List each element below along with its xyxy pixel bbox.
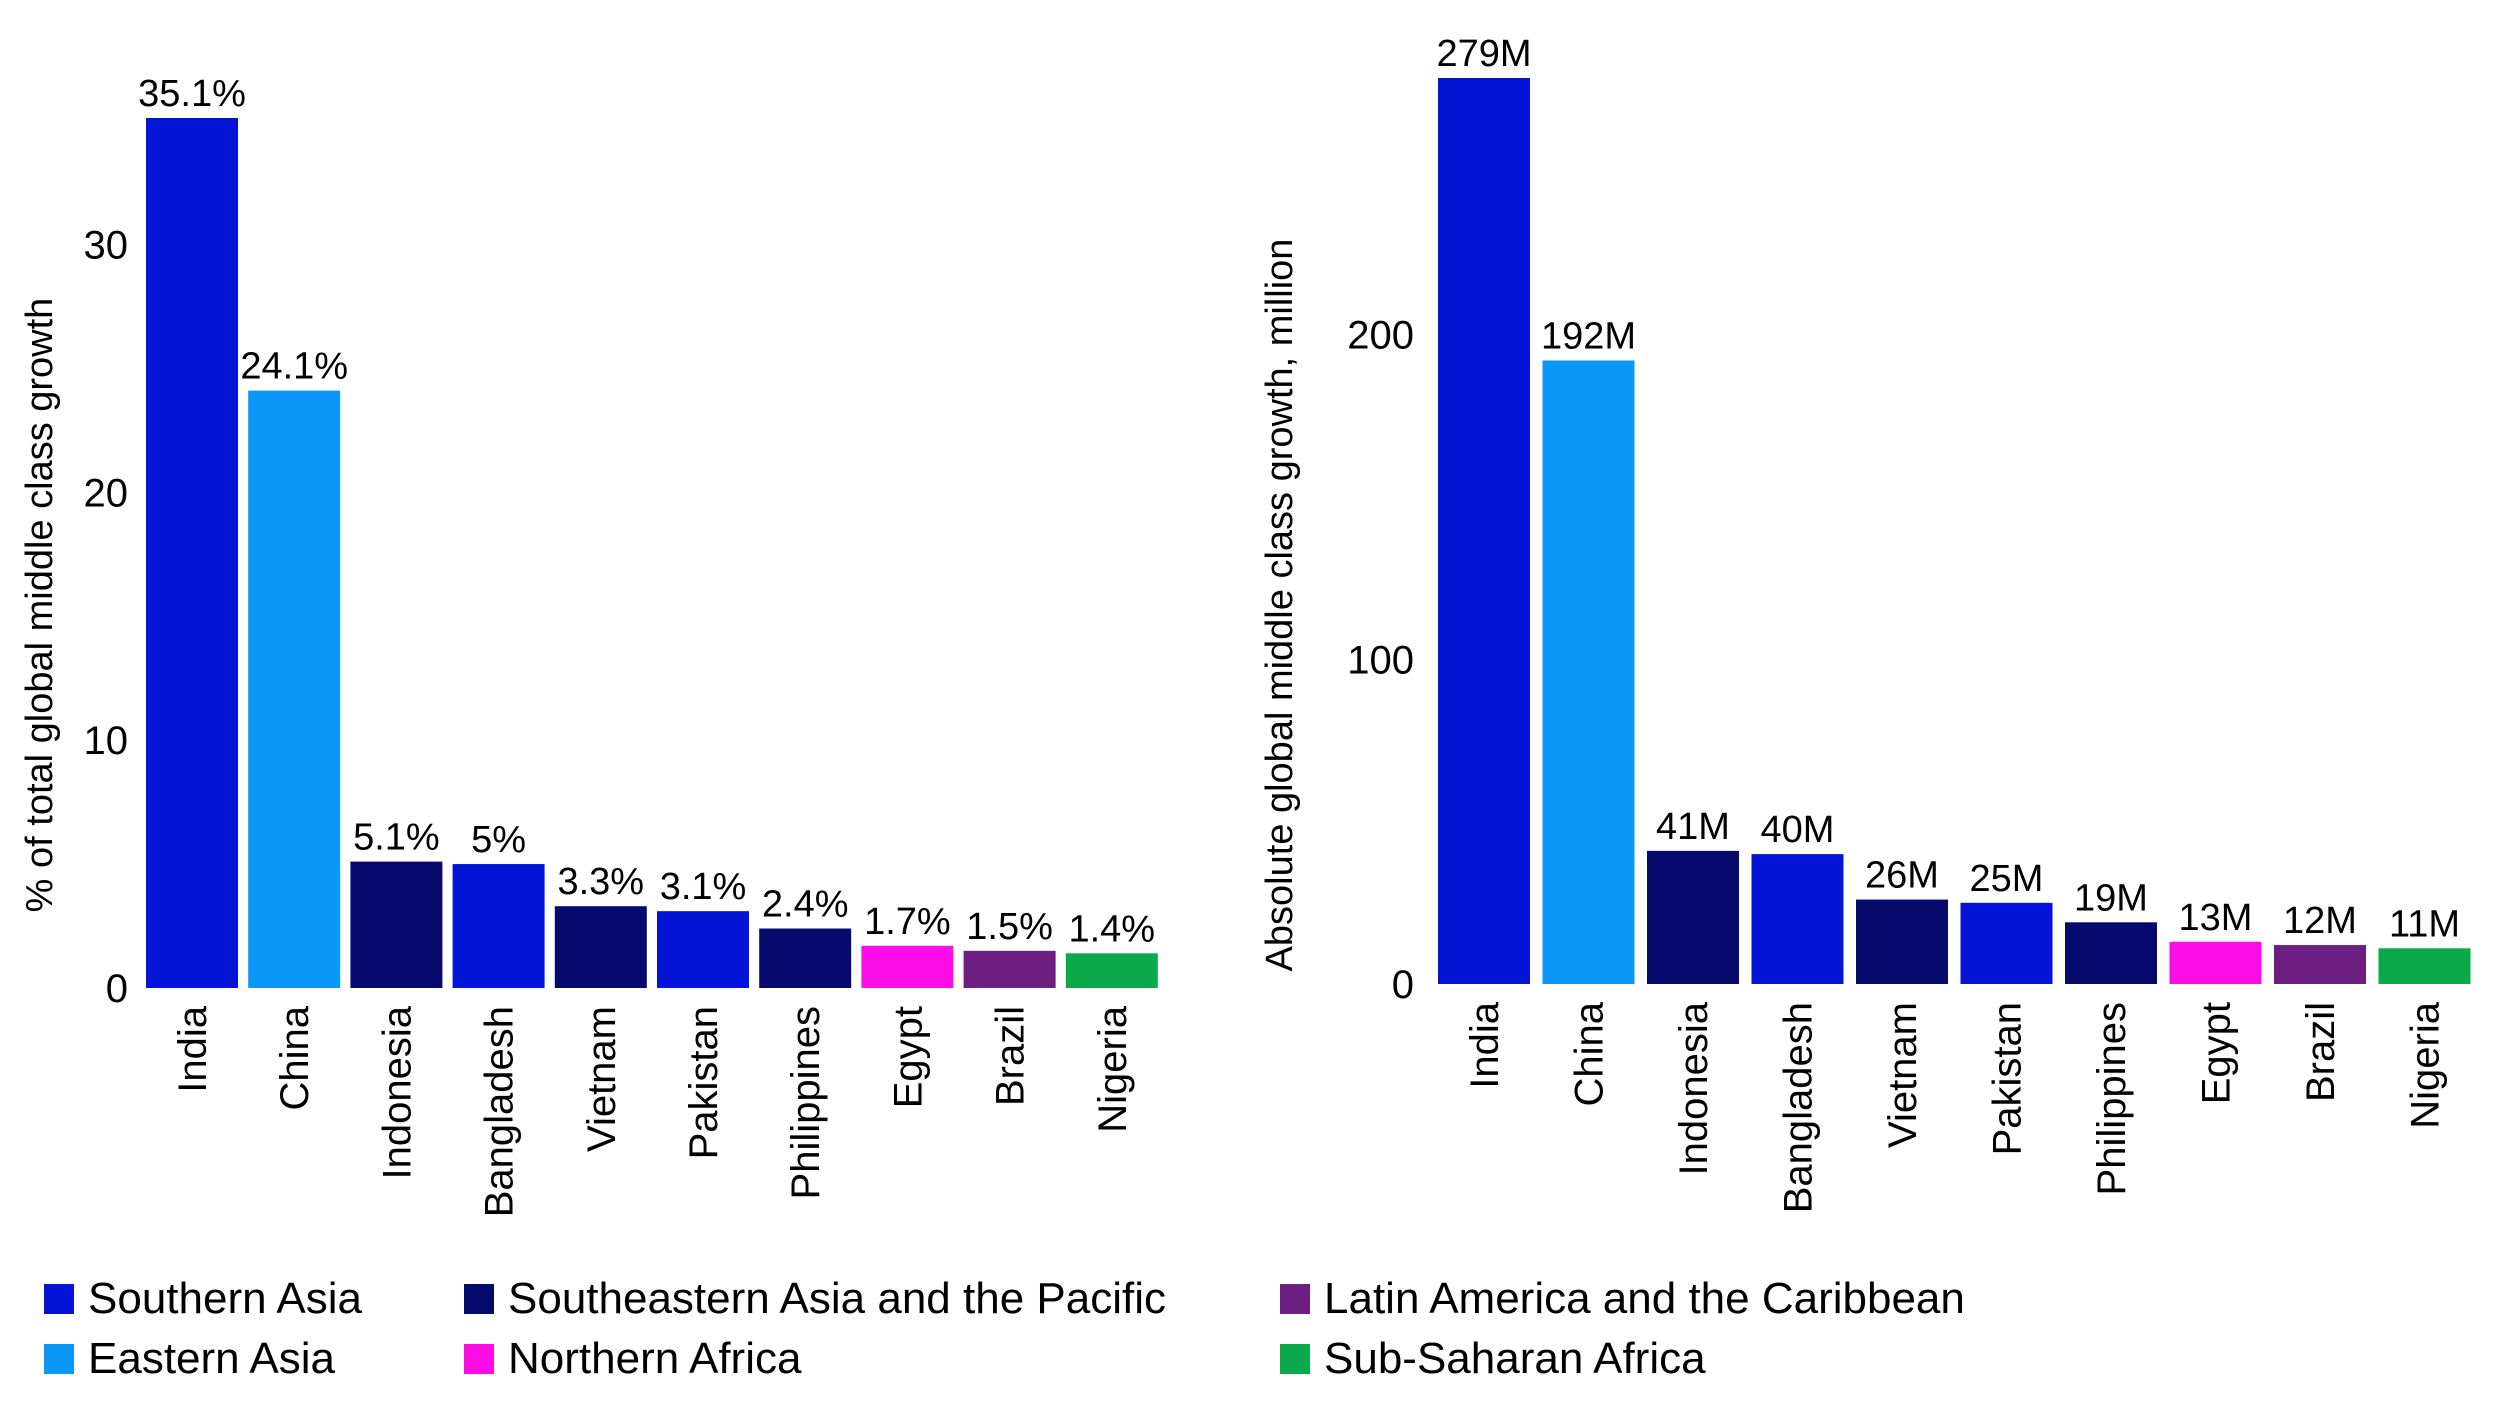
legend-item-northern-africa: Northern Africa (464, 1332, 801, 1386)
legend-item-southern-asia: Southern Asia (44, 1272, 362, 1326)
data-label: 11M (2389, 903, 2460, 945)
legend-label: Southeastern Asia and the Pacific (508, 1274, 1166, 1323)
legend-label: Latin America and the Caribbean (1324, 1274, 1965, 1323)
data-label: 35.1% (138, 73, 246, 115)
x-tick-label: Nigeria (2404, 1001, 2448, 1128)
chart-left-group: % of total global middle class growth 0 10… (19, 73, 1158, 1217)
y-tick-label: 10 (84, 719, 129, 763)
x-tick-label: Bangladesh (478, 1006, 522, 1217)
data-label: 26M (1865, 855, 1939, 897)
bar (2065, 922, 2157, 984)
y-tick-label: 0 (106, 967, 128, 1011)
legend-label: Sub-Saharan Africa (1324, 1334, 1706, 1383)
bar (657, 911, 749, 988)
legend-label: Eastern Asia (88, 1334, 336, 1383)
x-tick-label: Philippines (2090, 1002, 2134, 1195)
bar (146, 118, 238, 988)
x-tick-label: Indonesia (375, 1005, 419, 1179)
bar (2378, 948, 2471, 984)
bar (1856, 899, 1948, 984)
data-label: 19M (2074, 877, 2148, 919)
x-tick-label: Egypt (886, 1006, 930, 1108)
x-tick-label: Vietnam (1881, 1002, 1925, 1148)
y-tick-label: 20 (84, 471, 129, 515)
bar (1960, 902, 2053, 984)
x-tick-label: Indonesia (1672, 1001, 1716, 1175)
data-label: 2.4% (762, 884, 849, 926)
data-label: 279M (1436, 33, 1531, 75)
data-label: 1.5% (966, 906, 1053, 948)
x-tick-label: Nigeria (1091, 1005, 1135, 1132)
bar (963, 950, 1056, 988)
x-tick-label: Vietnam (580, 1006, 624, 1152)
legend-swatch-sub-saharan-africa (1280, 1344, 1310, 1374)
x-tick-label: Egypt (2195, 1002, 2239, 1104)
x-tick-label: China (1568, 1001, 1612, 1106)
x-tick-label: Brazil (989, 1006, 1033, 1106)
data-label: 3.3% (557, 861, 644, 903)
y-tick-label: 200 (1347, 314, 1414, 358)
bar (2169, 941, 2262, 984)
y-tick-label: 100 (1347, 638, 1414, 682)
bar (452, 864, 545, 988)
y-axis-title: Absolute global middle class growth, mil… (1259, 239, 1301, 972)
bar (554, 906, 647, 988)
data-label: 41M (1656, 806, 1730, 848)
legend-item-eastern-asia: Eastern Asia (44, 1332, 335, 1386)
legend-swatch-southern-asia (44, 1284, 74, 1314)
bar (1751, 854, 1844, 984)
bar (1542, 360, 1635, 985)
y-tick-label: 30 (84, 223, 129, 267)
legend-item-latin-america-caribbean: Latin America and the Caribbean (1280, 1272, 1965, 1326)
chart-right-group: Absolute global middle class growth, mil… (1259, 33, 2471, 1213)
data-label: 3.1% (660, 866, 747, 908)
bar (861, 945, 954, 988)
charts-canvas: % of total global middle class growth 0 10… (19, 33, 2471, 1217)
x-tick-label: Philippines (784, 1006, 828, 1199)
x-tick-label: Pakistan (682, 1006, 726, 1159)
y-tick-label: 0 (1392, 963, 1414, 1007)
bar (759, 928, 852, 988)
x-tick-label: India (171, 1005, 215, 1092)
data-label: 1.7% (864, 901, 951, 943)
x-tick-label: China (273, 1005, 317, 1110)
legend-item-sub-saharan-africa: Sub-Saharan Africa (1280, 1332, 1706, 1386)
data-label: 192M (1541, 316, 1636, 358)
data-label: 40M (1761, 809, 1835, 851)
data-label: 25M (1970, 858, 2044, 900)
bar (1065, 953, 1158, 988)
legend-item-southeastern-asia-pacific: Southeastern Asia and the Pacific (464, 1272, 1166, 1326)
bar (248, 390, 341, 989)
legend: Southern Asia Eastern Asia Southeastern … (40, 1272, 2440, 1402)
legend-swatch-latin-america-caribbean (1280, 1284, 1310, 1314)
data-label: 1.4% (1068, 908, 1155, 950)
bar (1438, 78, 1530, 984)
legend-swatch-southeastern-asia-pacific (464, 1284, 494, 1314)
legend-label: Southern Asia (88, 1274, 362, 1323)
x-tick-label: Bangladesh (1777, 1002, 1821, 1213)
data-label: 24.1% (240, 346, 348, 388)
legend-label: Northern Africa (508, 1334, 802, 1383)
data-label: 12M (2283, 900, 2357, 942)
bar (350, 861, 443, 988)
data-label: 5.1% (353, 817, 440, 859)
bar (2274, 945, 2366, 984)
x-tick-label: Pakistan (1986, 1002, 2030, 1155)
legend-swatch-eastern-asia (44, 1344, 74, 1374)
x-tick-label: India (1463, 1001, 1507, 1088)
data-label: 13M (2179, 897, 2253, 939)
legend-swatch-northern-africa (464, 1344, 494, 1374)
bar (1647, 850, 1739, 984)
y-axis-title: % of total global middle class growth (19, 298, 61, 913)
data-label: 5% (471, 819, 526, 861)
x-tick-label: Brazil (2299, 1002, 2343, 1102)
